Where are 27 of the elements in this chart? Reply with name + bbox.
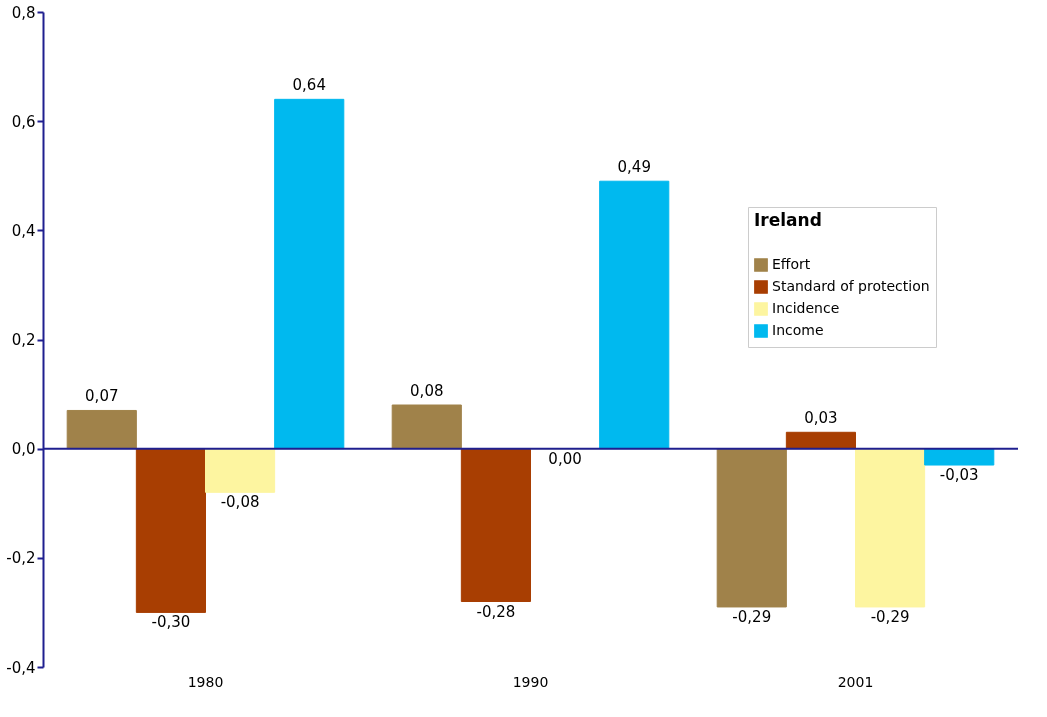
data-label: 0,00 <box>548 449 582 468</box>
y-tick-label: -0,2 <box>6 549 36 568</box>
y-tick-label: 0,2 <box>11 331 36 349</box>
legend-label: Income <box>772 322 824 338</box>
legend-title: Ireland <box>754 210 822 230</box>
data-label: 0,07 <box>85 387 119 406</box>
data-label: -0,30 <box>151 613 191 632</box>
data-label: -0,03 <box>939 466 979 485</box>
legend-label: Incidence <box>772 300 840 316</box>
legend-label: Effort <box>772 256 811 272</box>
legend-label: Standard of protection <box>772 278 930 294</box>
data-label: 0,03 <box>804 409 838 428</box>
data-label: 0,64 <box>292 76 326 95</box>
x-tick-label: 2001 <box>837 673 874 690</box>
y-tick-label: 0,0 <box>11 440 36 459</box>
data-label: -0,29 <box>870 607 910 626</box>
x-tick-label: 1990 <box>512 673 549 690</box>
data-label: 0,08 <box>410 382 444 400</box>
y-tick-label: 0,6 <box>11 112 36 131</box>
data-label: -0,29 <box>732 607 772 626</box>
y-tick-label: -0,4 <box>6 658 36 677</box>
data-label: 0,49 <box>617 158 651 177</box>
data-label: -0,28 <box>476 602 516 621</box>
x-tick-label: 1980 <box>187 673 224 690</box>
y-tick-label: 0,4 <box>11 221 36 240</box>
y-tick-label: 0,8 <box>11 3 36 22</box>
data-label: -0,08 <box>220 493 260 512</box>
